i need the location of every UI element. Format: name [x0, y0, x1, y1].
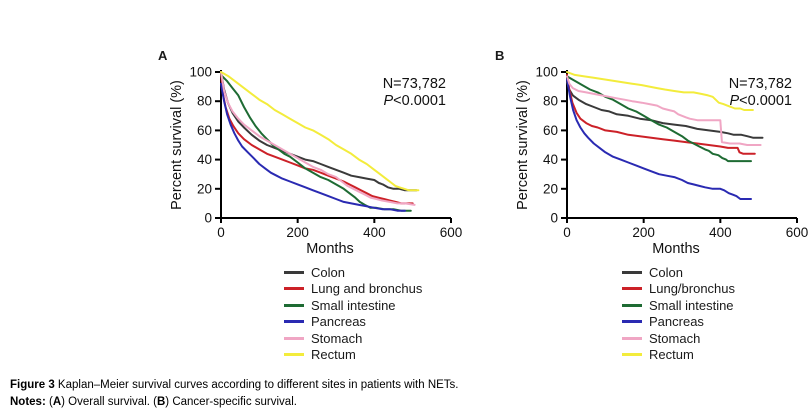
- legend-item: Colon: [622, 264, 735, 281]
- legend-swatch: [622, 287, 642, 291]
- panel-b-legend: Colon Lung/bronchus Small intestine Pancrea…: [622, 264, 735, 363]
- panel-a-label: A: [158, 48, 168, 63]
- legend-swatch: [284, 270, 304, 274]
- y-tick-label: 0: [550, 211, 558, 226]
- legend-label: Pancreas: [649, 314, 704, 330]
- y-tick-label: 80: [197, 94, 212, 109]
- legend-item: Rectum: [284, 347, 422, 364]
- survival-curve-pancreas: [220, 82, 406, 212]
- legend-item: Lung/bronchus: [622, 281, 735, 298]
- x-tick-label: 400: [363, 225, 386, 240]
- p-value-annotation: P<0.0001: [384, 93, 447, 109]
- survival-curve-colon: [566, 81, 764, 139]
- legend-swatch: [622, 303, 642, 307]
- survival-curve-rectum: [220, 71, 420, 192]
- legend-label: Lung/bronchus: [649, 281, 736, 297]
- y-tick-label: 100: [535, 65, 558, 80]
- caption-segment: B: [156, 395, 166, 408]
- legend-label: Small intestine: [649, 297, 734, 313]
- legend-swatch: [622, 353, 642, 357]
- x-tick-label: 0: [217, 225, 225, 240]
- p-value-annotation: P<0.0001: [730, 93, 793, 109]
- caption-segment: A: [52, 395, 62, 408]
- y-tick-label: 40: [197, 152, 212, 167]
- legend-label: Small intestine: [311, 297, 396, 313]
- legend-label: Rectum: [311, 347, 356, 363]
- legend-label: Stomach: [649, 330, 701, 346]
- y-tick-label: 60: [197, 123, 212, 138]
- caption-segment: ) Overall survival. (: [61, 395, 157, 408]
- overall-survival-chart: 0 200 400 600 0 20 40 60 80 100 Months Percent surv…: [169, 65, 463, 258]
- x-tick-label: 200: [286, 225, 309, 240]
- figure-caption: Figure 3 Kaplan–Meier survival curves ac…: [10, 377, 459, 410]
- survival-curve-lung-and-bronchus: [220, 71, 414, 205]
- legend-swatch: [284, 336, 304, 340]
- caption-figure-number: Figure 3: [10, 379, 55, 391]
- y-tick-label: 60: [543, 123, 558, 138]
- sample-size-annotation: N=73,782: [729, 76, 792, 92]
- x-tick-label: 600: [786, 225, 809, 240]
- legend-swatch: [284, 303, 304, 307]
- x-axis-label: Months: [306, 241, 354, 257]
- survival-curve-stomach: [566, 75, 762, 146]
- y-tick-label: 20: [197, 181, 212, 196]
- survival-curve-stomach: [220, 71, 416, 206]
- legend-item: Stomach: [622, 330, 735, 347]
- legend-swatch: [284, 353, 304, 357]
- cancer-specific-survival-chart: 0 200 400 600 0 20 40 60 80 100 Months Percent surv…: [515, 65, 809, 258]
- y-tick-label: 40: [543, 152, 558, 167]
- legend-label: Colon: [649, 264, 683, 280]
- survival-curve-lung-bronchus: [566, 73, 756, 155]
- panel-a-legend: Colon Lung and bronchus Small intestine Pan…: [284, 264, 422, 363]
- caption-line-2: Notes: (A) Overall survival. (B) Cancer-…: [10, 394, 459, 411]
- survival-curve-colon: [220, 71, 418, 192]
- y-axis-label: Percent survival (%): [169, 80, 185, 210]
- x-axis-label: Months: [652, 241, 700, 257]
- legend-item: Stomach: [284, 330, 422, 347]
- caption-segment: ) Cancer-specific survival.: [165, 395, 297, 408]
- legend-swatch: [284, 320, 304, 324]
- legend-label: Lung and bronchus: [311, 281, 423, 297]
- y-tick-label: 100: [189, 65, 212, 80]
- legend-label: Rectum: [649, 347, 694, 363]
- legend-label: Colon: [311, 264, 345, 280]
- x-tick-label: 0: [563, 225, 571, 240]
- legend-item: Small intestine: [284, 297, 422, 314]
- sample-size-annotation: N=73,782: [383, 76, 446, 92]
- legend-item: Rectum: [622, 347, 735, 364]
- survival-curve-pancreas: [566, 78, 752, 200]
- survival-curve-rectum: [566, 71, 754, 111]
- legend-item: Small intestine: [622, 297, 735, 314]
- caption-figure-text: Kaplan–Meier survival curves according t…: [54, 379, 459, 391]
- x-tick-label: 600: [440, 225, 463, 240]
- y-tick-label: 20: [543, 181, 558, 196]
- legend-label: Stomach: [311, 330, 363, 346]
- legend-label: Pancreas: [311, 314, 366, 330]
- panel-b-label: B: [495, 48, 505, 63]
- caption-segment: Notes:: [10, 395, 46, 408]
- legend-item: Colon: [284, 264, 422, 281]
- x-tick-label: 400: [709, 225, 732, 240]
- caption-line-1: Figure 3 Kaplan–Meier survival curves ac…: [10, 377, 459, 394]
- y-tick-label: 80: [543, 94, 558, 109]
- x-tick-label: 200: [632, 225, 655, 240]
- legend-swatch: [622, 320, 642, 324]
- legend-swatch: [622, 336, 642, 340]
- legend-swatch: [622, 270, 642, 274]
- legend-swatch: [284, 287, 304, 291]
- legend-item: Pancreas: [284, 314, 422, 331]
- caption-segment: (: [45, 395, 53, 408]
- y-tick-label: 0: [204, 211, 212, 226]
- y-axis-label: Percent survival (%): [515, 80, 531, 210]
- legend-item: Lung and bronchus: [284, 281, 422, 298]
- legend-item: Pancreas: [622, 314, 735, 331]
